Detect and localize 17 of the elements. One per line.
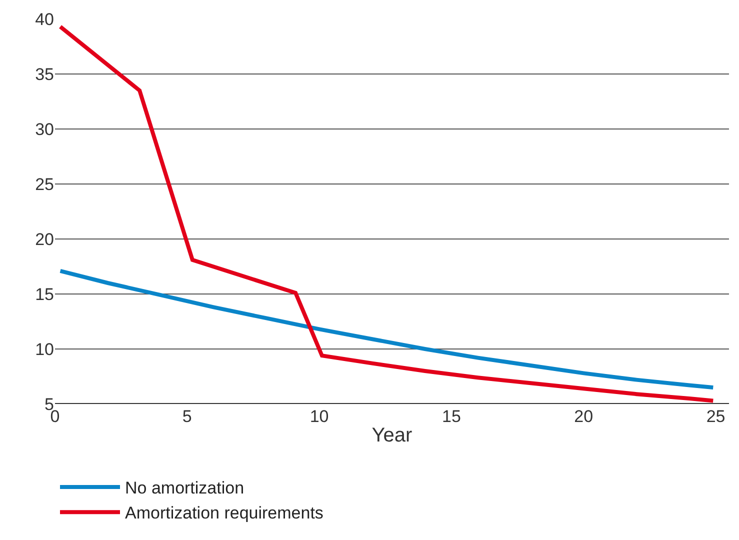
line-series bbox=[58, 268, 716, 390]
x-tick-label: 15 bbox=[442, 407, 461, 426]
x-axis-title: Year bbox=[372, 424, 413, 446]
legend-label: No amortization bbox=[125, 478, 244, 498]
y-tick-label: 10 bbox=[35, 340, 54, 359]
x-tick-label: 25 bbox=[706, 407, 726, 426]
y-tick-label: 30 bbox=[35, 120, 54, 139]
x-tick-label: 10 bbox=[310, 407, 329, 426]
y-tick-label: 40 bbox=[35, 10, 54, 29]
y-tick-label: 35 bbox=[35, 64, 54, 84]
x-tick-label: 5 bbox=[182, 407, 192, 426]
y-tick-label: 15 bbox=[35, 284, 54, 304]
y-tick-label: 20 bbox=[35, 230, 54, 249]
y-tick-label: 25 bbox=[35, 174, 54, 194]
line-series bbox=[58, 24, 716, 403]
x-tick-label: 20 bbox=[574, 407, 594, 426]
legend-label: Amortization requirements bbox=[125, 504, 324, 523]
